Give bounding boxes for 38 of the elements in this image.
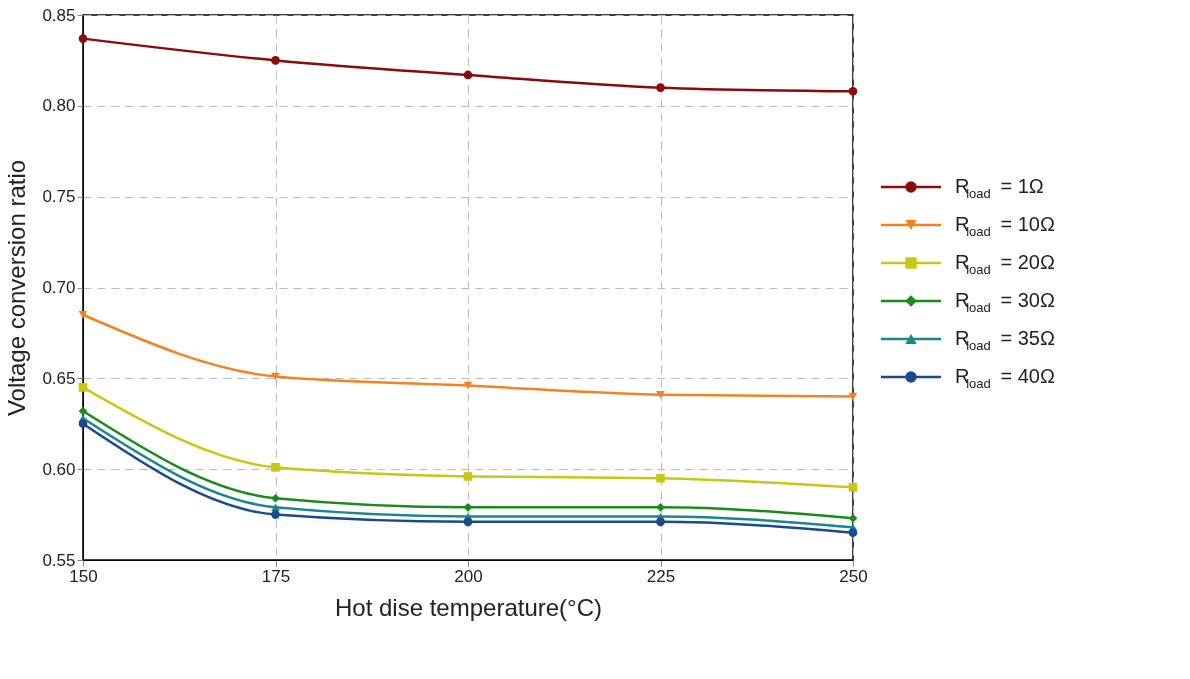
- point: [78, 406, 88, 416]
- y-tick-label: 0.80: [42, 96, 76, 116]
- point: [271, 503, 280, 512]
- point: [463, 472, 473, 481]
- x-tick-label: 200: [454, 566, 483, 586]
- point: [78, 311, 88, 319]
- y-axis-title: Voltage conversion ratio: [3, 159, 31, 417]
- y-tick-label: 0.75: [42, 187, 76, 207]
- point: [656, 517, 665, 527]
- x-tick-label: 250: [839, 566, 868, 586]
- point: [271, 56, 280, 65]
- y-tick-label: 0.70: [42, 278, 76, 297]
- point: [463, 517, 473, 527]
- point: [271, 372, 280, 381]
- y-tick-label: 0.60: [42, 459, 76, 479]
- y-tick-label: 0.85: [42, 5, 76, 25]
- point: [463, 502, 473, 512]
- point: [78, 383, 88, 392]
- point: [271, 463, 280, 472]
- point: [848, 483, 858, 492]
- x-tick-label: 225: [646, 566, 676, 586]
- point: [656, 390, 665, 399]
- point: [848, 528, 858, 538]
- point: [271, 510, 280, 519]
- point: [463, 381, 473, 390]
- point: [78, 34, 88, 43]
- x-tick-label: 175: [261, 566, 291, 586]
- point: [463, 70, 473, 80]
- point: [848, 86, 858, 96]
- y-tick-label: 0.65: [42, 368, 76, 388]
- point: [656, 83, 665, 92]
- point: [271, 493, 280, 503]
- point: [78, 419, 88, 429]
- point: [848, 513, 858, 523]
- point: [656, 502, 665, 512]
- point: [656, 473, 665, 483]
- x-axis-title: Hot dise temperature(°C): [334, 593, 603, 621]
- point: [848, 392, 858, 401]
